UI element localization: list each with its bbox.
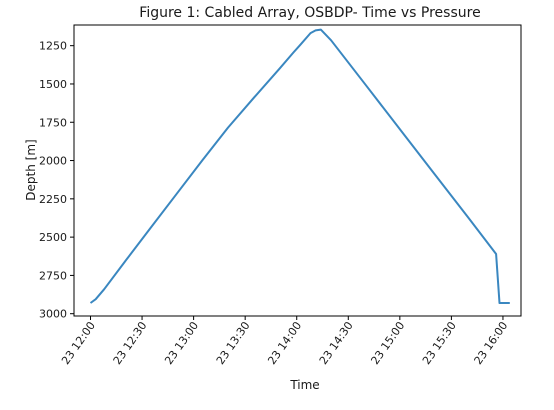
y-tick-label: 1500 — [39, 78, 67, 91]
x-tick-label: 23 13:30 — [214, 319, 253, 367]
y-tick-label: 2500 — [39, 231, 67, 244]
y-tick-label: 1750 — [39, 116, 67, 129]
x-axis: 23 12:00 23 12:30 23 13:00 23 13:30 23 14:00… — [59, 316, 510, 367]
x-tick-label: 23 15:30 — [420, 319, 459, 367]
y-axis-label: Depth [m] — [24, 139, 38, 200]
x-tick-label: 23 15:00 — [368, 319, 407, 367]
y-axis: 1250 1500 1750 2000 2250 2500 2750 3000 — [39, 40, 74, 321]
y-tick-label: 2250 — [39, 193, 67, 206]
x-tick-label: 23 16:00 — [472, 319, 511, 367]
x-tick-label: 23 14:00 — [265, 319, 304, 367]
x-tick-label: 23 12:00 — [59, 319, 98, 367]
series-line-depth — [89, 28, 510, 304]
y-tick-label: 1250 — [39, 40, 67, 53]
chart-title: Figure 1: Cabled Array, OSBDP- Time vs P… — [139, 5, 480, 21]
plot-frame — [73, 24, 522, 317]
y-tick-label: 2000 — [39, 155, 67, 168]
x-tick-label: 23 14:30 — [317, 319, 356, 367]
x-tick-label: 23 13:00 — [162, 319, 201, 367]
x-tick-label: 23 12:30 — [111, 319, 150, 367]
x-axis-label: Time — [289, 378, 319, 392]
y-tick-label: 2750 — [39, 269, 67, 282]
y-tick-label: 3000 — [39, 308, 67, 321]
